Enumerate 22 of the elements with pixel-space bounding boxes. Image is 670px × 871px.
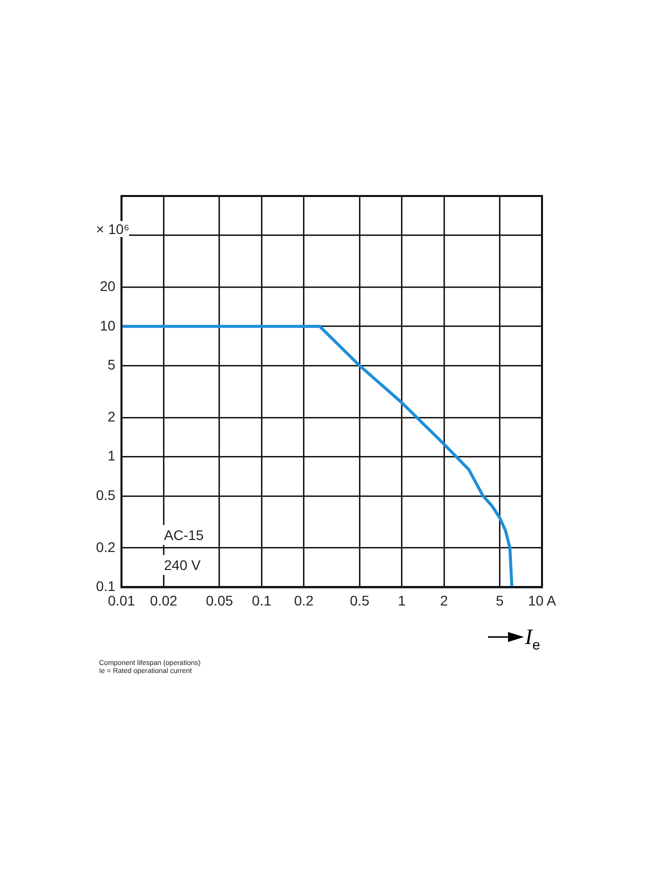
- y-tick-label: 2: [108, 408, 116, 424]
- y-tick-label: 0.5: [96, 486, 116, 503]
- x-tick-label: 0.1: [252, 592, 272, 608]
- x-tick-label: 10 A: [528, 592, 557, 608]
- x-tick-label: 1: [398, 592, 406, 608]
- y-tick-label: 0.2: [96, 538, 116, 555]
- y-tick-label: 10: [100, 317, 116, 334]
- x-axis-title: I$_{e}$: [525, 624, 540, 652]
- x-tick-label: 0.02: [150, 592, 178, 608]
- y-tick-label: 1: [108, 448, 116, 464]
- y-tick-label: 0.1: [96, 578, 116, 594]
- x-tick-label: 5: [496, 592, 504, 608]
- x-tick-label: 0.05: [206, 592, 234, 608]
- y-tick-label: 20: [100, 278, 116, 294]
- x-tick-label: 2: [440, 592, 448, 608]
- y-axis-title: × 10⁶: [96, 221, 130, 237]
- x-tick-label: 0.5: [350, 592, 370, 608]
- annotation: AC-15: [160, 525, 208, 545]
- x-tick-label: 0.01: [108, 592, 136, 608]
- annotation: 240 V: [160, 555, 205, 575]
- y-tick-label: 5: [108, 356, 116, 373]
- x-tick-label: 0.2: [294, 592, 314, 608]
